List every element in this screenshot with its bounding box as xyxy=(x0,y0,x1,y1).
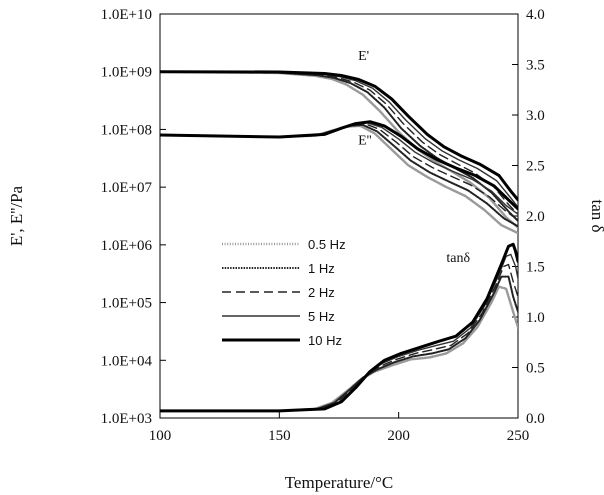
x-tick-label: 200 xyxy=(387,428,410,444)
y-right-tick-label: 0.0 xyxy=(526,411,545,427)
y-right-tick-label: 0.5 xyxy=(526,361,545,377)
y-left-tick-label: 1.0E+10 xyxy=(101,7,152,23)
y-right-tick-label: 2.0 xyxy=(526,209,545,225)
legend-label: 10 Hz xyxy=(308,333,342,348)
y-axis-left: 1.0E+03 1.0E+04 1.0E+05 1.0E+06 1.0E+07 1.0E+… xyxy=(101,7,166,427)
y-right-tick-label: 3.0 xyxy=(526,108,545,124)
y-axis-right-label: tan δ xyxy=(588,199,604,232)
y-axis-left-label: E', E''/Pa xyxy=(7,185,26,246)
series-line-e-10-hz xyxy=(160,70,518,202)
x-axis-label: Temperature/°C xyxy=(285,473,394,492)
series-layer xyxy=(160,70,518,413)
y-right-tick-label: 1.0 xyxy=(526,310,545,326)
y-axis-right: 0.0 0.5 1.0 1.5 2.0 2.5 3.0 3.5 4.0 xyxy=(512,7,545,427)
series-line-e-0-5-hz xyxy=(160,70,518,229)
y-left-tick-label: 1.0E+07 xyxy=(101,180,153,196)
legend-label: 1 Hz xyxy=(308,261,335,276)
legend-label: 0.5 Hz xyxy=(308,237,346,252)
series-line-e-2-hz xyxy=(160,70,518,215)
y-right-tick-label: 4.0 xyxy=(526,7,545,23)
series-line-tan-0-5-hz xyxy=(160,285,518,413)
annotation-label: E'' xyxy=(358,133,372,148)
annotation-label: tanδ xyxy=(446,251,470,266)
annotation-label: E' xyxy=(358,49,369,64)
x-tick-label: 100 xyxy=(149,428,172,444)
series-line-tan-10-hz xyxy=(160,242,518,413)
series-line-tan-1-hz xyxy=(160,275,518,412)
series-line-e-5-hz xyxy=(160,70,518,208)
annotations: E' E'' tanδ xyxy=(358,49,470,266)
y-left-tick-label: 1.0E+08 xyxy=(101,122,152,138)
y-left-tick-label: 1.0E+04 xyxy=(101,353,153,369)
y-left-tick-label: 1.0E+05 xyxy=(101,296,152,312)
legend-label: 2 Hz xyxy=(308,285,335,300)
x-tick-label: 150 xyxy=(268,428,291,444)
y-right-tick-label: 2.5 xyxy=(526,159,545,175)
x-tick-label: 250 xyxy=(507,428,530,444)
y-left-tick-label: 1.0E+06 xyxy=(101,238,153,254)
y-left-tick-label: 1.0E+03 xyxy=(101,411,152,427)
series-line-e-2-hz xyxy=(160,123,518,221)
y-left-tick-label: 1.0E+09 xyxy=(101,65,152,81)
series-line-e-1-hz xyxy=(160,70,518,222)
series-line-e-10-hz xyxy=(160,120,518,211)
y-right-tick-label: 1.5 xyxy=(526,260,545,276)
legend: 0.5 Hz 1 Hz 2 Hz 5 Hz 10 Hz xyxy=(222,237,346,348)
x-axis: 100 150 200 250 xyxy=(149,412,530,444)
legend-label: 5 Hz xyxy=(308,309,335,324)
y-right-tick-label: 3.5 xyxy=(526,58,545,74)
